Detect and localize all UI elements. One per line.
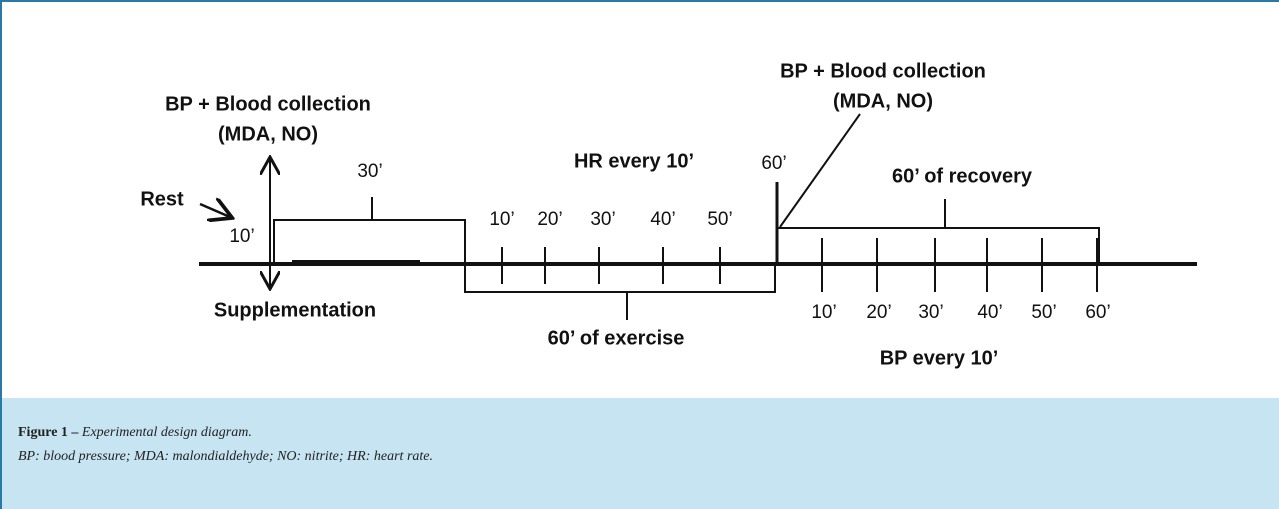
label: 10’ [229,226,254,247]
label: BP + Blood collection [780,60,986,82]
tick-label: 40’ [650,209,675,230]
tick-label: 20’ [537,209,562,230]
rest-arrow [199,204,230,217]
label: BP + Blood collection [165,93,371,115]
tick-label: 60’ [761,153,786,174]
pointer [779,113,861,228]
label: Supplementation [214,299,376,321]
caption: Figure 1 – Experimental design diagram. … [2,398,1279,509]
label: (MDA, NO) [833,90,933,112]
exercise-bracket [464,264,776,293]
label: (MDA, NO) [218,123,318,145]
diagram: BP + Blood collection (MDA, NO) Rest 10’… [140,60,1197,369]
tick-label: 10’ [489,209,514,230]
tick-label: 40’ [977,302,1002,323]
tick-label: 30’ [590,209,615,230]
caption-title: Experimental design diagram. [81,425,252,440]
label: 30’ [357,161,382,182]
label: BP every 10’ [880,347,999,369]
recovery-box [777,227,1100,264]
tick-label: 30’ [918,302,943,323]
label: HR every 10’ [574,150,694,172]
label: 60’ of exercise [548,327,685,349]
label: Rest [140,188,184,210]
label: 60’ of recovery [892,165,1033,187]
tick-label: 20’ [866,302,891,323]
tick-label: 50’ [707,209,732,230]
figure-number: Figure 1 – [18,425,79,440]
rest-box [273,219,466,264]
tick-label: 50’ [1031,302,1056,323]
tick-label: 10’ [811,302,836,323]
caption-note: BP: blood pressure; MDA: malondialdehyde… [18,449,433,464]
tick-label: 60’ [1085,302,1110,323]
